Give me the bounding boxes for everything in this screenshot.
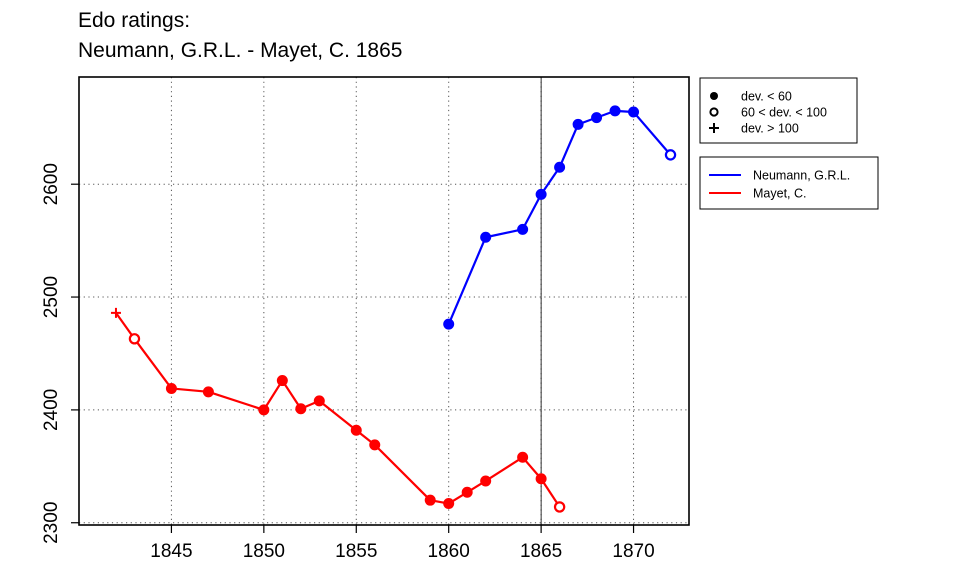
x-axis: 1845 1850 1855 1860 1865 1870 — [150, 525, 655, 562]
data-point-open — [553, 501, 566, 513]
y-tick-label: 2300 — [41, 502, 62, 544]
data-point-filled — [535, 473, 547, 485]
series-legend: Neumann, G.R.L. Mayet, C. — [699, 156, 879, 210]
y-axis: 2300 2400 2500 2600 — [41, 163, 79, 544]
data-point-filled — [517, 223, 529, 235]
plot-frame — [78, 76, 690, 526]
data-point-filled — [369, 439, 381, 451]
data-point-filled — [258, 404, 270, 416]
marker-legend: dev. < 60 60 < dev. < 100 dev. > 100 — [699, 77, 858, 144]
series-legend-box — [699, 156, 879, 210]
data-point-filled — [480, 231, 492, 243]
x-tick-label: 1850 — [243, 541, 285, 562]
data-point-filled — [165, 382, 177, 394]
data-point-filled — [591, 112, 603, 124]
data-point-filled — [202, 386, 214, 398]
legend-filled-circle-icon — [710, 92, 718, 100]
marker-legend-label: dev. > 100 — [741, 122, 799, 136]
data-point-plus — [110, 307, 121, 318]
y-tick-label: 2600 — [41, 163, 62, 205]
y-tick-label: 2400 — [41, 389, 62, 431]
data-point-filled — [517, 451, 529, 463]
marker-legend-box — [699, 77, 858, 144]
data-point-filled — [443, 318, 455, 330]
x-tick-label: 1860 — [428, 541, 470, 562]
chart-title-line-1: Edo ratings: — [78, 9, 191, 32]
marker-legend-label: 60 < dev. < 100 — [741, 106, 827, 120]
data-point-filled — [480, 475, 492, 487]
series-legend-label: Neumann, G.R.L. — [753, 169, 850, 183]
x-tick-label: 1870 — [612, 541, 654, 562]
series-legend-label: Mayet, C. — [753, 187, 807, 201]
legend-open-circle-icon — [709, 107, 719, 117]
chart-title-line-2: Neumann, G.R.L. - Mayet, C. 1865 — [78, 39, 403, 62]
data-point-filled — [609, 105, 621, 117]
data-point-filled — [276, 375, 288, 387]
marker-legend-label: dev. < 60 — [741, 90, 792, 104]
series-line — [447, 109, 672, 325]
y-tick-label: 2500 — [41, 276, 62, 318]
data-point-filled — [572, 118, 584, 130]
data-point-filled — [295, 403, 307, 415]
data-point-filled — [443, 498, 455, 510]
data-point-filled — [313, 395, 325, 407]
x-tick-label: 1855 — [335, 541, 377, 562]
data-point-filled — [350, 424, 362, 436]
data-point-filled — [535, 188, 547, 200]
data-point-filled — [628, 106, 640, 118]
grid-lines — [79, 77, 689, 525]
x-tick-label: 1865 — [520, 541, 562, 562]
data-point-filled — [461, 486, 473, 498]
x-tick-label: 1845 — [150, 541, 192, 562]
data-point-open — [128, 333, 141, 345]
series-layer — [110, 105, 677, 513]
data-point-open — [664, 149, 677, 161]
legend-plus-icon — [709, 123, 719, 133]
data-point-filled — [424, 494, 436, 506]
data-point-filled — [554, 161, 566, 173]
